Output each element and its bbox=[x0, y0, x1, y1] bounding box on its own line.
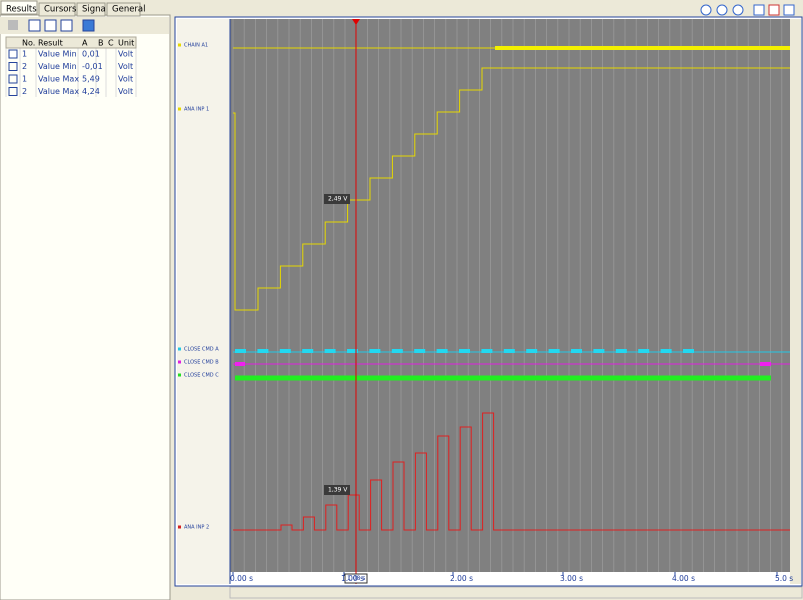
chart-toggle[interactable] bbox=[768, 4, 780, 16]
cell: -0,01 bbox=[82, 62, 103, 71]
vertical-scrollbar[interactable] bbox=[790, 19, 801, 584]
time-label: 3.00 s bbox=[560, 574, 583, 583]
zoom-toolbar bbox=[700, 4, 795, 16]
tab-label: Cursors bbox=[44, 5, 77, 15]
slope-icon[interactable] bbox=[60, 19, 73, 32]
column-header: No. bbox=[22, 39, 35, 48]
tab[interactable] bbox=[0, 0, 38, 15]
cursor-icon[interactable] bbox=[8, 87, 18, 96]
ana-inp-2 bbox=[233, 412, 790, 531]
ana-inp-1 bbox=[233, 67, 790, 311]
cell: Value Min bbox=[38, 62, 77, 71]
signal-color bbox=[178, 373, 181, 377]
cell: 5,49 bbox=[82, 75, 100, 84]
column-header: Result bbox=[38, 39, 63, 48]
signal-label: CLOSE CMD C bbox=[184, 373, 219, 379]
time-label: 0.00 s bbox=[230, 574, 253, 583]
cell: Value Min bbox=[38, 50, 77, 59]
time-label: 2.00 s bbox=[450, 574, 473, 583]
tab-label: General bbox=[112, 5, 146, 15]
column-header: Unit bbox=[118, 39, 134, 48]
column-header: B bbox=[98, 39, 104, 48]
cell: Value Max bbox=[38, 87, 79, 96]
edit-icon[interactable] bbox=[8, 20, 18, 30]
cell: Volt bbox=[118, 62, 133, 71]
cursor-time: 1.08 s bbox=[347, 575, 365, 582]
cursor-value-box bbox=[324, 194, 350, 204]
cell: 1 bbox=[22, 50, 27, 59]
cell: Volt bbox=[118, 87, 133, 96]
signal-label: ANA INP 1 bbox=[184, 107, 209, 113]
tab[interactable] bbox=[38, 2, 76, 17]
zoom-out[interactable] bbox=[716, 4, 728, 16]
cursor-value: 1,39 V bbox=[328, 487, 348, 494]
plot-area bbox=[230, 19, 790, 572]
cursor-icon[interactable] bbox=[8, 74, 18, 84]
cell: 2 bbox=[22, 87, 27, 96]
cursor-time-box bbox=[344, 573, 368, 584]
tab-label: Signals bbox=[82, 5, 113, 15]
cursor-value: 2,49 V bbox=[328, 196, 348, 203]
column-header: A bbox=[82, 39, 88, 48]
cell: 1 bbox=[22, 75, 27, 84]
signal-label: ANA INP 2 bbox=[184, 525, 209, 531]
signal-label-column bbox=[177, 19, 230, 584]
cell: 2 bbox=[22, 62, 27, 71]
signal-label: CLOSE CMD A bbox=[184, 347, 219, 353]
cursor-icon[interactable] bbox=[8, 62, 18, 71]
signal-color bbox=[178, 107, 181, 111]
cursor-icon[interactable] bbox=[8, 49, 18, 59]
cell: Volt bbox=[118, 50, 133, 59]
settings[interactable] bbox=[783, 4, 795, 16]
results-pane bbox=[0, 14, 171, 600]
column-header: C bbox=[108, 39, 114, 48]
time-axis-strip bbox=[230, 572, 790, 584]
signal-color bbox=[178, 43, 181, 47]
time-label: 5.0 s bbox=[775, 574, 793, 583]
signal-color bbox=[178, 360, 181, 364]
signal-color bbox=[178, 525, 181, 529]
time-label: 4.00 s bbox=[672, 574, 695, 583]
delta-icon[interactable] bbox=[44, 19, 57, 32]
cursor-value-box bbox=[324, 485, 350, 495]
signal-label: CLOSE CMD B bbox=[184, 360, 219, 366]
tab[interactable] bbox=[76, 2, 106, 17]
signal-color bbox=[178, 347, 181, 351]
horizontal-scrollbar[interactable] bbox=[229, 586, 803, 599]
cell: 0,01 bbox=[82, 50, 100, 59]
cursor-handle[interactable] bbox=[352, 19, 360, 25]
zoom-in[interactable] bbox=[700, 4, 712, 16]
grid-toggle[interactable] bbox=[753, 4, 765, 16]
zoom-fit[interactable] bbox=[732, 4, 744, 16]
signal-label: CHAIN A1 bbox=[184, 43, 208, 49]
cell: Volt bbox=[118, 75, 133, 84]
time-label: 1.00 s bbox=[341, 574, 364, 583]
cell: 4,24 bbox=[82, 87, 100, 96]
table-header bbox=[5, 36, 137, 49]
tab[interactable] bbox=[106, 2, 141, 17]
info-icon[interactable] bbox=[82, 19, 95, 32]
cell: Value Max bbox=[38, 75, 79, 84]
tab-label: Results bbox=[6, 5, 37, 15]
sigma-icon[interactable] bbox=[28, 19, 41, 32]
